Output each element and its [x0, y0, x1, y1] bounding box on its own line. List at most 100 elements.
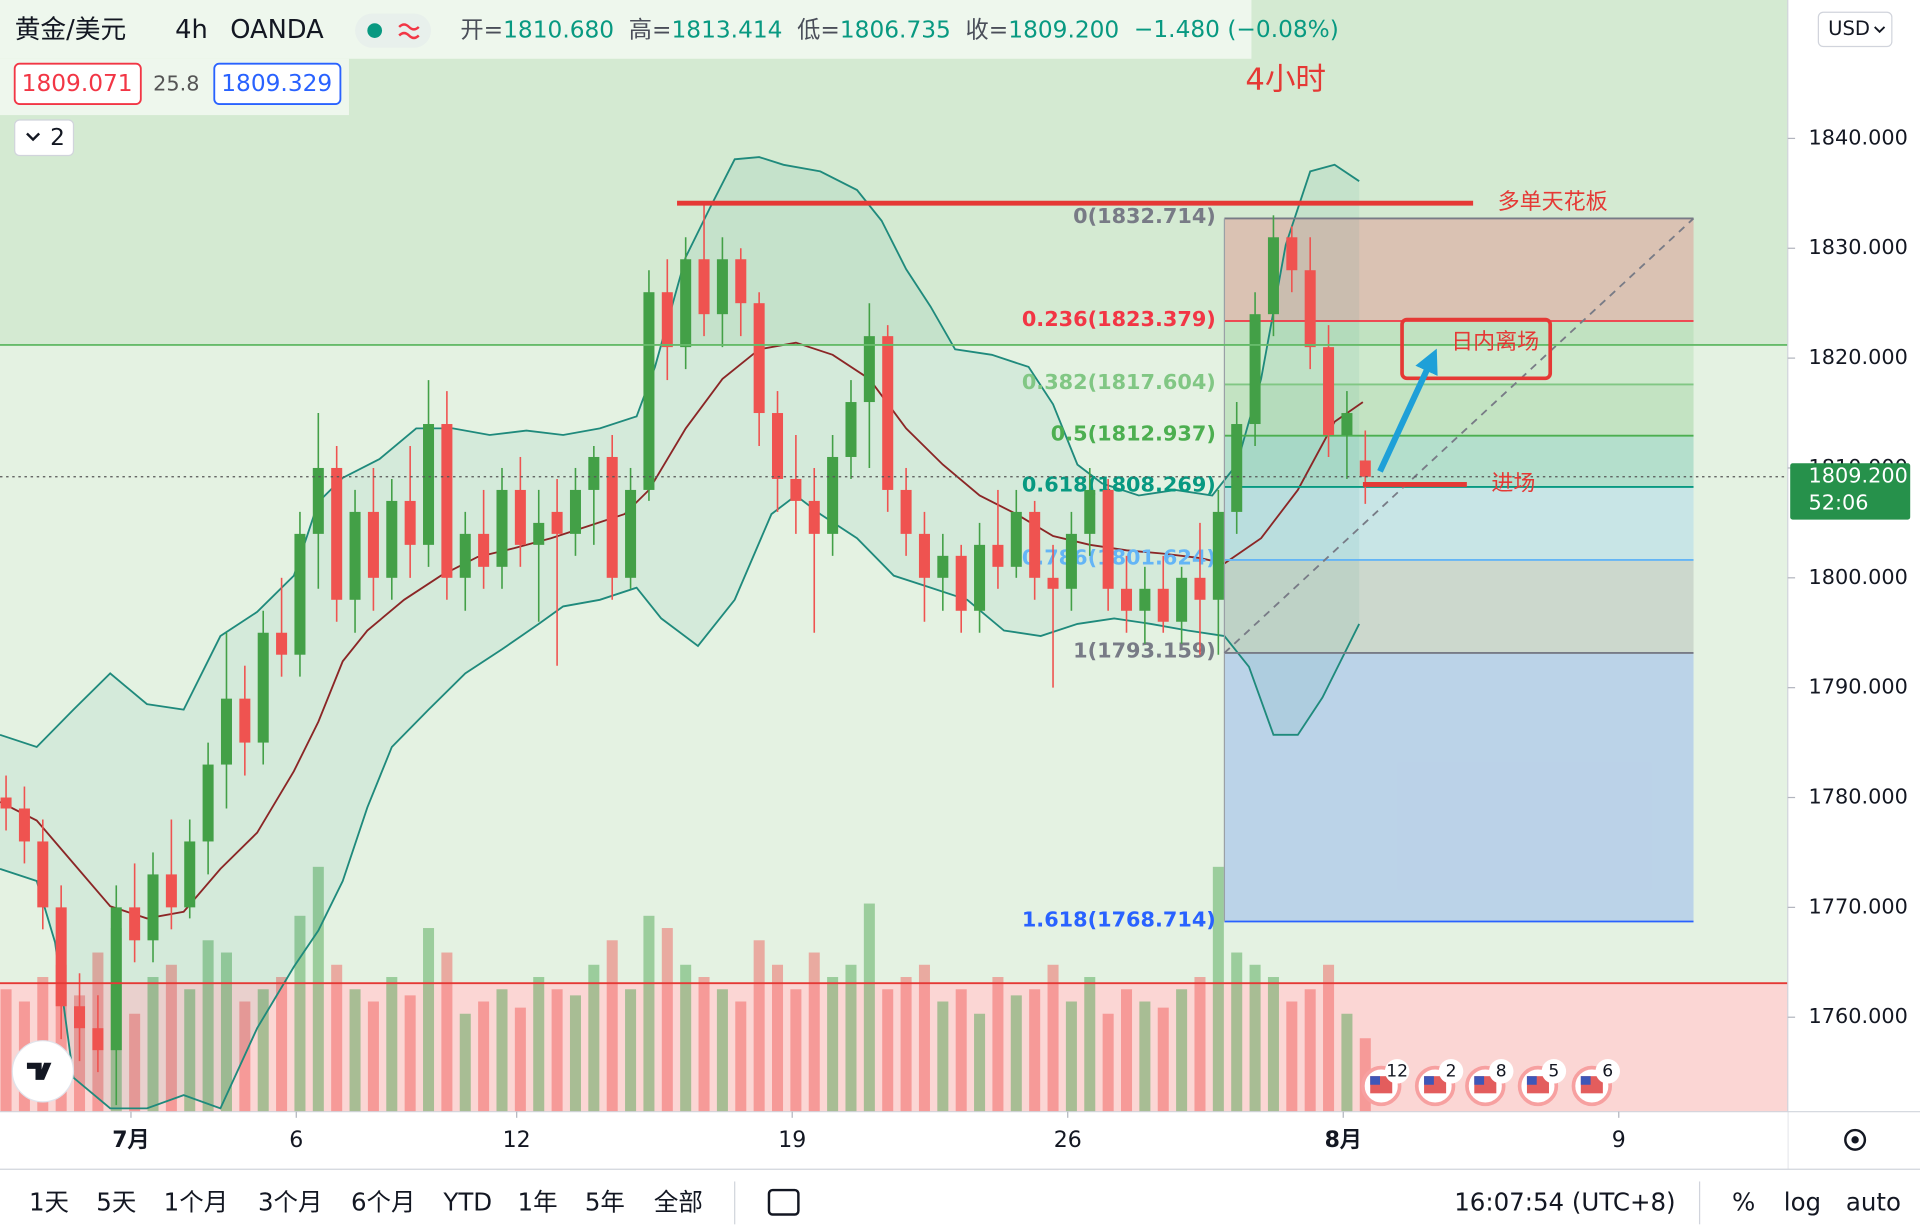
candle-body — [1047, 577, 1059, 589]
last-price-tag — [1790, 463, 1911, 520]
volume-bar — [184, 989, 196, 1112]
candle-body — [165, 874, 177, 908]
range-button[interactable]: 5年 — [585, 1188, 625, 1217]
x-tick-label: 7月 — [112, 1128, 149, 1153]
candle-body — [845, 402, 857, 457]
spread: 25.8 — [153, 71, 199, 95]
interval: 4h — [175, 15, 208, 45]
volume-bar — [1010, 995, 1022, 1112]
x-tick-label: 9 — [1612, 1128, 1626, 1153]
candle-body — [1194, 577, 1206, 600]
last-price-label: 1809.200 — [1809, 464, 1908, 488]
event-count: 6 — [1602, 1061, 1613, 1081]
volume-bar — [1084, 977, 1096, 1112]
volume-bar — [625, 989, 637, 1112]
volume-bar — [1304, 989, 1316, 1112]
entry-label: 进场 — [1491, 471, 1535, 496]
clock[interactable]: 16:07:54 (UTC+8) — [1454, 1188, 1675, 1217]
candle-body — [312, 467, 324, 534]
candle-body — [955, 555, 967, 611]
bid-box[interactable] — [13, 62, 142, 105]
scale-option[interactable]: auto — [1846, 1188, 1901, 1217]
y-tick-label: 1800.000 — [1809, 565, 1908, 589]
candle-body — [220, 698, 232, 765]
ohlc-item: 高=1813.414 — [629, 16, 783, 43]
settings-icon[interactable] — [1844, 1128, 1867, 1151]
fib-fill — [1224, 435, 1694, 487]
candle-body — [441, 424, 453, 578]
candle-body — [1249, 314, 1261, 425]
volume-bar — [349, 989, 361, 1112]
volume-bar — [496, 989, 508, 1112]
candle-body — [1304, 270, 1316, 348]
volume-bar — [1249, 964, 1261, 1112]
ohlc-item: 开=1810.680 — [460, 16, 614, 43]
candle-body — [496, 489, 508, 567]
candle-body — [404, 500, 416, 545]
volume-bar — [404, 995, 416, 1112]
status-pill[interactable] — [355, 13, 432, 48]
volume-bar — [1341, 1013, 1353, 1112]
volume-bar — [772, 964, 784, 1112]
bollinger — [0, 156, 1364, 1110]
market-open-dot — [367, 23, 383, 38]
candle-body — [1139, 588, 1151, 611]
volume-bar — [1157, 1007, 1169, 1112]
range-button[interactable]: 1年 — [518, 1188, 558, 1217]
volume-bar — [165, 964, 177, 1112]
band-lower — [0, 494, 1361, 1110]
indicators-toggle[interactable] — [14, 119, 75, 157]
range-button[interactable]: 1个月 — [164, 1188, 229, 1217]
volume-bar — [606, 940, 618, 1112]
scale-option[interactable]: % — [1732, 1188, 1755, 1217]
candle-body — [55, 907, 67, 1007]
chevron — [26, 132, 41, 142]
volume-bar — [1286, 1001, 1298, 1112]
volume-bar — [1120, 989, 1133, 1112]
range-button[interactable]: YTD — [442, 1188, 492, 1217]
compare-icon[interactable] — [767, 1188, 800, 1216]
volume-bar — [257, 989, 269, 1112]
volume-bar — [643, 915, 655, 1112]
volume-bar — [514, 1007, 526, 1112]
event-flag-canton — [1474, 1076, 1485, 1085]
range-button[interactable]: 3个月 — [258, 1188, 323, 1217]
range-button[interactable]: 6个月 — [351, 1188, 416, 1217]
settings-icon-core — [1851, 1136, 1859, 1144]
fib-fill — [1224, 652, 1694, 922]
candle-body — [643, 292, 655, 490]
event-flag-canton — [1580, 1076, 1591, 1085]
candle-body — [294, 533, 306, 655]
volume-bar — [1065, 1001, 1077, 1112]
event-badge — [1438, 1059, 1464, 1084]
scale-option[interactable]: log — [1784, 1188, 1821, 1217]
candle-body — [331, 467, 343, 600]
candle-body — [863, 336, 875, 403]
volume-bar — [753, 940, 765, 1112]
volume-bar — [441, 952, 453, 1112]
currency-select[interactable] — [1817, 11, 1893, 48]
candle-body — [937, 555, 949, 578]
candle-body — [551, 511, 563, 534]
candle-body — [1286, 237, 1298, 271]
volume-bar — [955, 989, 967, 1112]
candle-body — [680, 259, 692, 348]
volume-bar — [974, 1013, 986, 1112]
candle-body — [1120, 588, 1133, 611]
candle-body — [92, 1028, 104, 1051]
price-axis: 1840.0001830.0001820.0001810.0001800.000… — [1787, 125, 1911, 1028]
candle-body — [1267, 237, 1279, 315]
candle-body — [588, 456, 600, 490]
fib-label: 0.786(1801.624) — [1022, 546, 1216, 570]
delay-icon — [398, 23, 420, 40]
candle-body — [18, 808, 30, 842]
zone-fill — [0, 344, 1788, 984]
volume-bar — [459, 1013, 471, 1112]
y-tick-label: 1820.000 — [1809, 345, 1908, 369]
range-button[interactable]: 1天 — [29, 1188, 69, 1217]
range-button[interactable]: 5天 — [96, 1188, 136, 1217]
ohlc: 开=1810.680 高=1813.414 低=1806.735 收=1809.200… — [460, 16, 1338, 43]
ask-box[interactable] — [213, 62, 342, 105]
range-button[interactable]: 全部 — [654, 1188, 703, 1217]
